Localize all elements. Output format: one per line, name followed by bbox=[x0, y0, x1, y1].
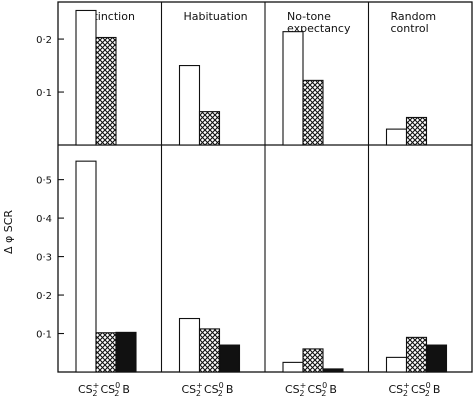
bar-cs_plus bbox=[385, 128, 408, 146]
bar-b bbox=[322, 368, 344, 373]
bar-cs_zero bbox=[95, 36, 117, 146]
bar-cs_plus bbox=[178, 317, 201, 373]
y-tick-label: 0·3 bbox=[36, 253, 52, 264]
bar-cs_zero bbox=[198, 328, 221, 373]
x-tick-label: CS+ 2 CS0 2 B bbox=[182, 381, 234, 398]
y-tick-label: 0·5 bbox=[36, 176, 52, 187]
bar-cs_zero bbox=[405, 116, 428, 146]
condition-title: control bbox=[391, 22, 429, 35]
y-tick-label: 0·2 bbox=[36, 35, 52, 46]
bar-cs_plus bbox=[75, 9, 97, 146]
bar-b bbox=[425, 344, 448, 373]
x-tick-label: CS+ 2 CS0 2 B bbox=[389, 381, 441, 398]
y-tick-label: 0·4 bbox=[36, 214, 52, 225]
y-tick-label: 0·1 bbox=[36, 88, 52, 99]
bar-cs_zero bbox=[302, 79, 324, 146]
bar-b bbox=[218, 344, 241, 373]
x-tick-label: CS+ 2 CS0 2 B bbox=[285, 381, 337, 398]
bar-b bbox=[115, 331, 137, 373]
y-axis-label: Δ φ SCR bbox=[2, 210, 15, 254]
y-tick-label: 0·2 bbox=[36, 291, 52, 302]
bar-cs_zero bbox=[405, 336, 428, 373]
condition-title: No-tone bbox=[287, 10, 331, 23]
condition-title: Habituation bbox=[184, 10, 248, 23]
bar-cs_plus bbox=[385, 356, 408, 373]
x-tick-label: CS+ 2 CS0 2 B bbox=[78, 381, 130, 398]
bar-cs_plus bbox=[282, 31, 304, 146]
bar-cs_zero bbox=[95, 332, 117, 373]
condition-title: Random bbox=[391, 10, 437, 23]
bar-cs_plus bbox=[282, 361, 304, 373]
bar-cs_plus bbox=[75, 160, 97, 373]
bar-cs_zero bbox=[302, 348, 324, 373]
bar-cs_plus bbox=[178, 65, 201, 146]
bar-cs_zero bbox=[198, 111, 221, 146]
y-tick-label: 0·1 bbox=[36, 330, 52, 341]
